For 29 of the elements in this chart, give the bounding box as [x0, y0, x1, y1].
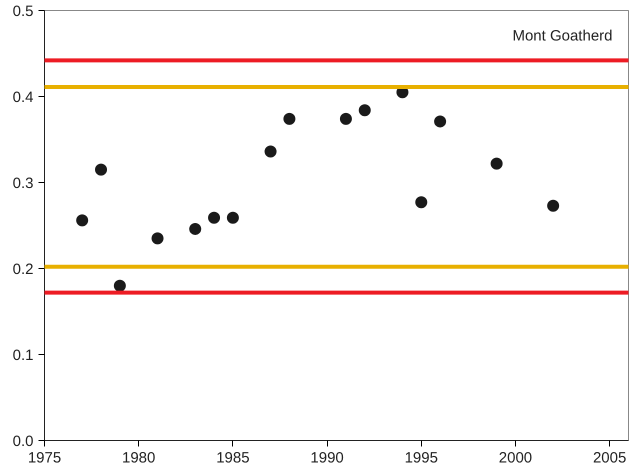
x-tick-label: 2005	[592, 450, 626, 466]
point	[434, 115, 446, 128]
point	[264, 146, 277, 158]
point	[547, 200, 560, 212]
point	[340, 112, 352, 125]
point	[208, 212, 220, 224]
point	[95, 164, 108, 176]
y-tick-label: 0.2	[12, 261, 34, 278]
annotation: Mont Goatherd	[512, 28, 613, 44]
x-tick-label: 1985	[216, 450, 250, 466]
x-tick-label: 1980	[122, 450, 156, 466]
y-tick-label: 0.5	[12, 3, 34, 20]
point	[76, 214, 88, 226]
x-tick-label: 1975	[28, 450, 62, 466]
y-tick-label: 0.0	[12, 433, 34, 450]
point	[189, 222, 202, 235]
point	[283, 112, 296, 125]
x-tick-label: 1990	[310, 450, 344, 466]
point	[152, 232, 164, 244]
x-tick-label: 2000	[498, 450, 532, 466]
y-tick-label: 0.4	[12, 89, 34, 106]
y-tick-label: 0.1	[12, 347, 34, 364]
y-tick-label: 0.3	[12, 175, 34, 192]
point	[415, 196, 428, 208]
x-tick-label: 1995	[404, 450, 438, 466]
point	[226, 212, 239, 224]
point	[490, 158, 503, 170]
point	[114, 280, 126, 292]
point	[358, 104, 371, 116]
